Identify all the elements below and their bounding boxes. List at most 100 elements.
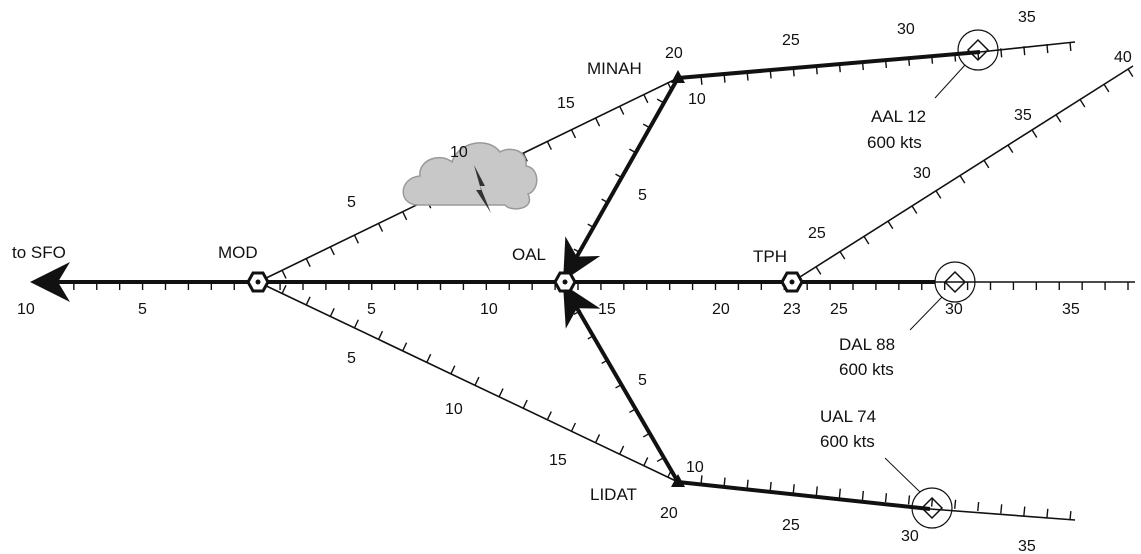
mile-label: 40 [1114, 49, 1132, 66]
tick-mark [570, 129, 577, 139]
tick-mark [1069, 41, 1072, 52]
tick-mark [377, 223, 384, 232]
aircraft-leader-line [934, 64, 966, 99]
mile-label: 30 [913, 165, 931, 182]
tick-mark [1079, 99, 1086, 108]
mile-label: 25 [808, 225, 826, 242]
tick-mark [815, 266, 822, 275]
tick-mark [329, 307, 335, 317]
tick-mark [643, 457, 649, 466]
mile-label: 5 [367, 301, 376, 318]
tick-mark [474, 376, 480, 386]
path-ual-to-lidat [677, 480, 931, 511]
tick-mark [861, 490, 865, 500]
tick-mark [1069, 510, 1072, 521]
dal88-speed: 600 kts [839, 360, 894, 379]
waypoint-oal[interactable] [553, 271, 577, 293]
tick-mark [1007, 144, 1014, 154]
mile-label: 5 [138, 301, 147, 318]
tick-mark [959, 175, 966, 184]
tick-mark [1055, 114, 1062, 123]
tick-mark [402, 211, 408, 221]
path-minah-to-oal [563, 77, 680, 281]
tick-mark [353, 319, 359, 329]
tick-mark [595, 117, 601, 127]
tick-mark [305, 296, 311, 306]
aircraft-leader-line [909, 296, 943, 331]
dal88-callsign: DAL 88 [839, 335, 895, 354]
mile-label: 10 [17, 301, 35, 318]
tick-mark [329, 246, 335, 256]
tick-mark [1000, 504, 1003, 514]
mile-label: 10 [450, 144, 468, 161]
tick-mark [863, 235, 870, 245]
mile-label: 15 [549, 452, 567, 469]
waypoint-tph[interactable] [780, 271, 804, 293]
mile-label: 35 [1014, 107, 1032, 124]
tick-mark [954, 499, 957, 509]
tick-mark [353, 234, 360, 244]
aircraft-aal12[interactable] [934, 29, 999, 99]
aircraft-range-ring [911, 487, 953, 529]
tick-mark [884, 493, 888, 503]
label-oal: OAL [512, 245, 546, 264]
aircraft-ual74[interactable] [884, 457, 953, 529]
mile-label: 35 [1018, 538, 1036, 554]
mile-label: 25 [782, 517, 800, 534]
tick-mark [1103, 83, 1110, 93]
aal12-speed: 600 kts [867, 133, 922, 152]
tick-mark [546, 411, 552, 420]
aircraft-dal88[interactable] [909, 261, 976, 331]
mile-label: 10 [445, 401, 463, 418]
tick-mark [1023, 506, 1026, 516]
tick-mark [838, 488, 841, 498]
tick-mark [839, 251, 846, 260]
mile-label: 15 [557, 95, 575, 112]
mile-label: 35 [1018, 9, 1036, 26]
tick-mark [377, 330, 384, 340]
tick-mark [983, 159, 990, 169]
mile-label: 20 [660, 505, 678, 522]
mile-label: 35 [1062, 301, 1080, 318]
tick-mark [907, 495, 911, 505]
route-mod-lidat [257, 281, 679, 483]
mile-label: 10 [480, 301, 498, 318]
label-tph: TPH [753, 247, 787, 266]
tick-mark [619, 445, 625, 455]
triangle-fix-icon-lidat[interactable] [671, 474, 685, 487]
mile-label: 5 [638, 372, 647, 389]
triangle-fix-icon-minah[interactable] [671, 70, 685, 83]
tick-mark [570, 422, 577, 432]
route-minah-right [979, 41, 1076, 53]
label-to-sfo: to SFO [12, 243, 66, 262]
mile-label: 10 [688, 91, 706, 108]
label-minah: MINAH [587, 59, 642, 78]
mile-label: 5 [347, 350, 356, 367]
waypoint-mod[interactable] [246, 271, 270, 293]
tick-mark [402, 342, 408, 352]
thunderstorm-cloud-icon [402, 142, 538, 213]
waypoint-dot [789, 279, 795, 285]
aircraft-leader-line [884, 457, 921, 493]
tick-mark [546, 141, 552, 150]
tick-mark [815, 486, 818, 496]
aal12-callsign: AAL 12 [871, 107, 926, 126]
tick-mark [746, 479, 749, 489]
mile-label: 20 [665, 45, 683, 62]
mile-label: 23 [783, 301, 801, 318]
tick-mark [1046, 508, 1049, 518]
aircraft-range-ring [934, 261, 976, 303]
tick-mark [450, 365, 456, 375]
mile-label: 15 [598, 301, 616, 318]
tick-mark [769, 481, 772, 492]
ual74-callsign: UAL 74 [820, 407, 876, 426]
tick-mark [792, 484, 795, 494]
tick-mark [522, 399, 528, 409]
tick-mark [281, 285, 287, 294]
tick-mark [887, 220, 894, 230]
diamond-aircraft-icon [943, 270, 967, 294]
mile-label: 25 [782, 32, 800, 49]
diamond-aircraft-icon [920, 496, 944, 520]
